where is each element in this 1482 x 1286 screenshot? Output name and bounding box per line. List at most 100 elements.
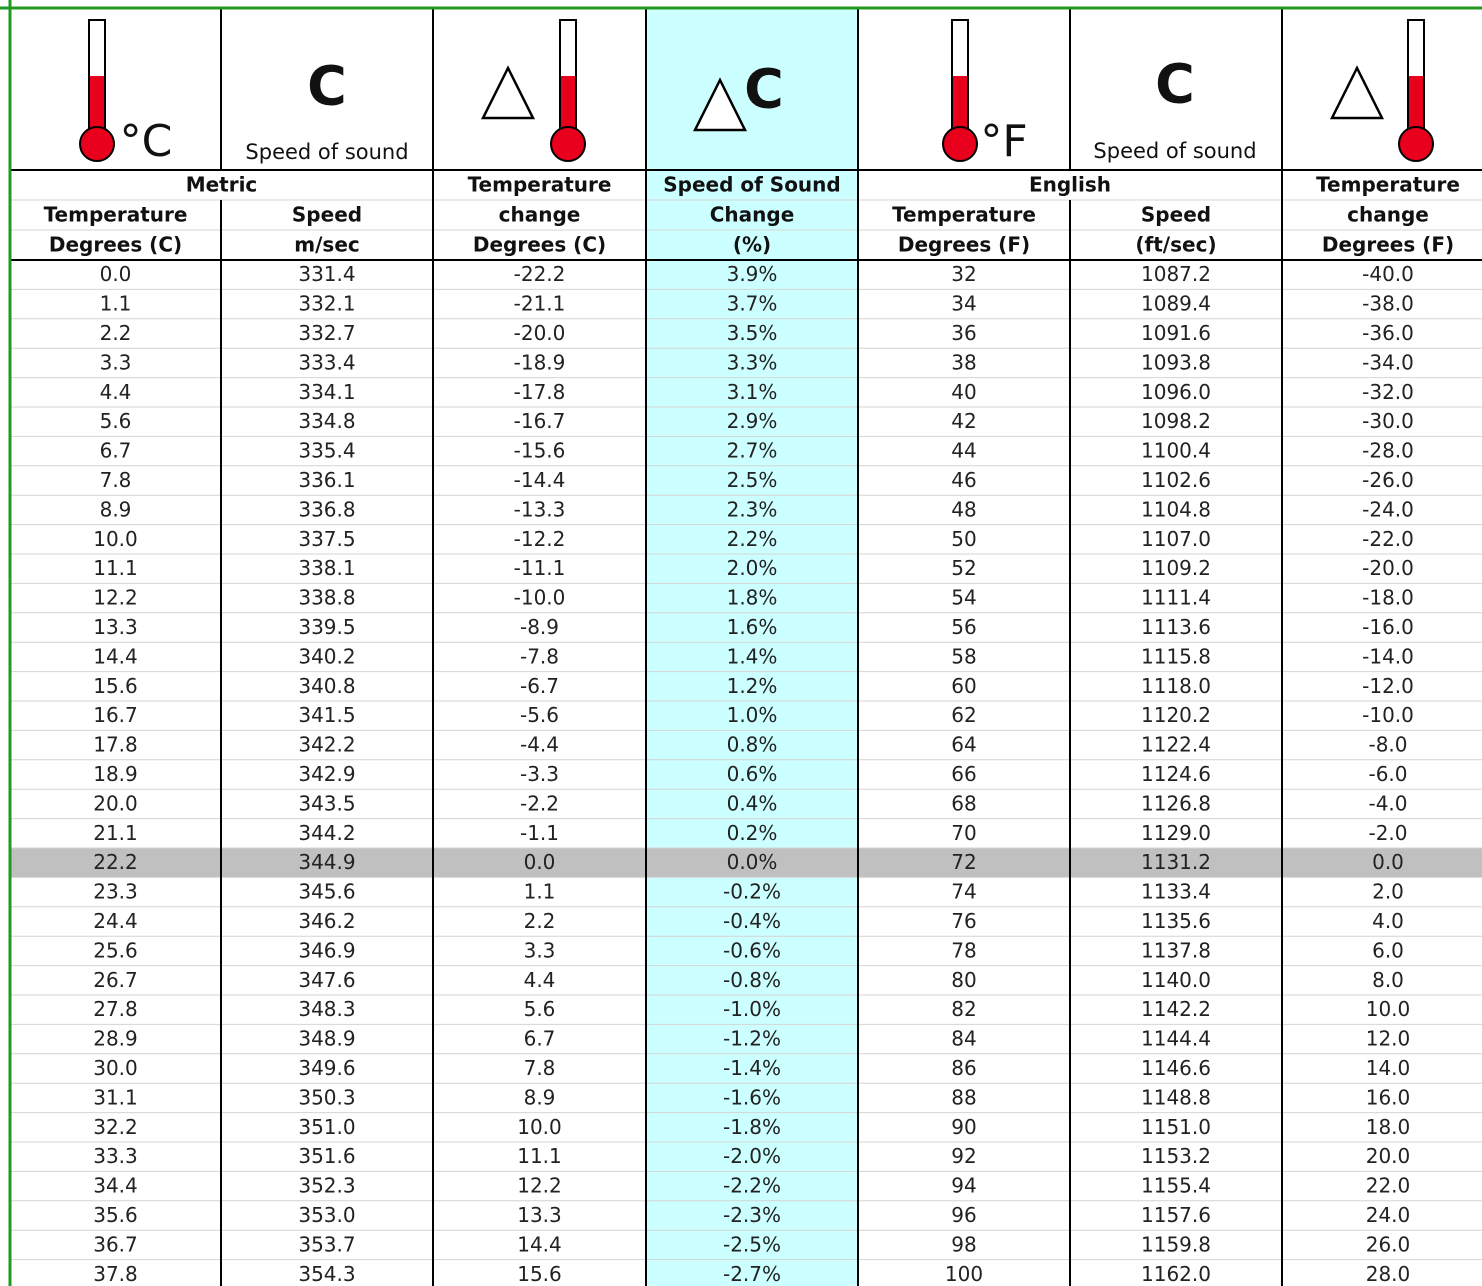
table-cell: -5.6 [520,703,559,727]
table-cell: 22.2 [93,850,138,874]
table-cell: 1155.4 [1141,1174,1211,1198]
table-cell: 342.2 [298,733,355,757]
table-cell: 11.1 [517,1144,562,1168]
table-cell: -10.0 [1362,703,1414,727]
table-cell: 50 [951,527,976,551]
icon-label: C [307,55,347,118]
icon-label: °C [120,116,173,167]
table-cell: 10.0 [1366,997,1411,1021]
table-cell: 0.2% [727,821,778,845]
delta-symbol [480,65,536,120]
header-group: English [1029,173,1111,197]
table-cell: 82 [951,997,976,1021]
table-cell: 1113.6 [1141,615,1211,639]
table-cell: 342.9 [298,762,355,786]
table-cell: -16.0 [1362,615,1414,639]
table-cell: -6.7 [520,674,559,698]
table-cell: 351.6 [298,1144,355,1168]
table-cell: 3.3 [524,938,556,962]
table-cell: 32.2 [93,1115,138,1139]
table-cell: 1124.6 [1141,762,1211,786]
table-cell: -1.2% [723,1027,781,1051]
table-cell: 24.4 [93,909,138,933]
table-cell: 345.6 [298,880,355,904]
table-cell: 352.3 [298,1174,355,1198]
table-cell: 2.0 [1372,880,1404,904]
table-cell: 1102.6 [1141,468,1211,492]
table-cell: 1.2% [727,674,778,698]
table-cell: 17.8 [93,733,138,757]
table-cell: 16.7 [93,703,138,727]
table-cell: 98 [951,1232,976,1256]
table-cell: 13.3 [517,1203,562,1227]
table-cell: -22.0 [1362,527,1414,551]
table-cell: 331.4 [298,262,355,286]
table-cell: 22.0 [1366,1174,1411,1198]
table-cell: 74 [951,880,976,904]
table-cell: 334.1 [298,380,355,404]
table-cell: 34 [951,292,976,316]
icon-label: C [744,58,784,121]
table-cell: -17.8 [514,380,566,404]
table-cell: 2.9% [727,409,778,433]
table-cell: 80 [951,968,976,992]
table-cell: 0.0 [1372,850,1404,874]
table-cell: 4.4 [524,968,556,992]
table-cell: 348.9 [298,1027,355,1051]
table-cell: -2.5% [723,1232,781,1256]
table-cell: 350.3 [298,1085,355,1109]
table-cell: -22.2 [514,262,566,286]
table-cell: -28.0 [1362,439,1414,463]
table-cell: 94 [951,1174,976,1198]
table-cell: 3.3 [100,350,132,374]
table-cell: 1098.2 [1141,409,1211,433]
reference-row [10,848,1482,878]
table-cell: 90 [951,1115,976,1139]
table-cell: -11.1 [514,556,566,580]
header-group: Metric [186,173,258,197]
table-cell: 28.9 [93,1027,138,1051]
table-cell: 2.2 [100,321,132,345]
table-cell: 0.8% [727,733,778,757]
table-cell: 52 [951,556,976,580]
table-cell: 15.6 [93,674,138,698]
header-name: Speed [292,203,362,227]
table-cell: 6.0 [1372,938,1404,962]
table-cell: 62 [951,703,976,727]
table-cell: 27.8 [93,997,138,1021]
table-cell: -14.0 [1362,644,1414,668]
header-unit: Degrees (C) [49,233,182,257]
table-cell: -20.0 [1362,556,1414,580]
table-cell: -1.0% [723,997,781,1021]
table-cell: 23.3 [93,880,138,904]
table-cell: 66 [951,762,976,786]
table-cell: -4.4 [520,733,559,757]
table-cell: -0.6% [723,938,781,962]
table-cell: -40.0 [1362,262,1414,286]
table-cell: -10.0 [514,586,566,610]
table-cell: -34.0 [1362,350,1414,374]
table-cell: 1146.6 [1141,1056,1211,1080]
table-cell: 1104.8 [1141,497,1211,521]
table-cell: -2.2% [723,1174,781,1198]
table-cell: 54 [951,586,976,610]
header-unit: m/sec [294,233,359,257]
table-cell: 1142.2 [1141,997,1211,1021]
header-unit: Degrees (F) [898,233,1030,257]
table-cell: 11.1 [93,556,138,580]
thermometer-bulb [79,126,115,162]
header-name: Temperature [892,203,1036,227]
delta-symbol [1329,65,1385,120]
table-cell: 333.4 [298,350,355,374]
table-cell: 70 [951,821,976,845]
table-cell: -1.1 [520,821,559,845]
header-name: Temperature [44,203,188,227]
table-cell: 26.7 [93,968,138,992]
table-cell: 1162.0 [1141,1262,1211,1286]
table-cell: 13.3 [93,615,138,639]
table-cell: 7.8 [100,468,132,492]
header-name: change [1347,203,1429,227]
table-cell: 1.0% [727,703,778,727]
table-cell: -30.0 [1362,409,1414,433]
table-cell: -8.9 [520,615,559,639]
